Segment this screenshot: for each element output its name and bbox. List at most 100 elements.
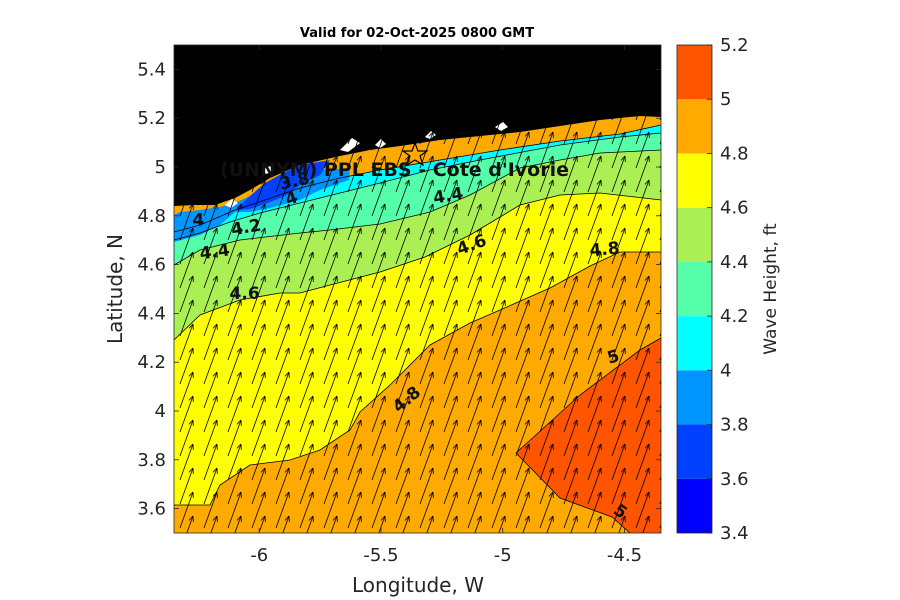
wave-arrow: [443, 299, 458, 337]
wave-arrow: [618, 515, 626, 533]
wave-arrow: [251, 83, 266, 121]
wave-arrow: [419, 395, 434, 433]
wave-arrow: [395, 107, 410, 145]
wave-arrow: [347, 371, 362, 409]
wave-arrow: [371, 443, 386, 481]
wave-arrow: [659, 356, 661, 361]
wave-arrow: [203, 131, 218, 169]
wave-arrow: [330, 515, 338, 533]
wave-arrow: [395, 323, 410, 361]
wave-arrow: [323, 395, 338, 433]
wave-arrow: [251, 203, 266, 241]
wave-arrow: [251, 443, 266, 481]
wave-arrow: [371, 107, 386, 145]
colorbar-segment: [677, 99, 712, 154]
wave-arrow: [539, 395, 554, 433]
y-tick-label: 5: [155, 157, 166, 178]
colorbar-frame: [676, 44, 713, 534]
contour-label: 4.6: [230, 284, 260, 304]
wave-arrow: [299, 179, 314, 217]
wave-arrow: [570, 515, 578, 533]
wave-arrow: [203, 155, 218, 193]
wave-arrow: [611, 251, 626, 289]
wave-arrow: [299, 347, 314, 385]
site-marker-star-icon: [401, 141, 429, 167]
wave-arrow: [635, 203, 650, 241]
wave-arrow: [587, 467, 602, 505]
wave-arrow: [347, 275, 362, 313]
wave-arrow: [371, 371, 386, 409]
wave-arrow: [210, 515, 218, 533]
wave-arrow: [203, 179, 218, 217]
wave-arrow: [419, 227, 434, 265]
wave-arrow: [467, 179, 482, 217]
wave-arrow: [539, 107, 554, 145]
wave-arrow: [347, 299, 362, 337]
wave-arrow: [371, 179, 386, 217]
wave-arrow: [563, 131, 578, 169]
wave-arrow: [635, 179, 650, 217]
wave-arrow: [347, 107, 362, 145]
wave-arrow: [539, 347, 554, 385]
wave-arrow: [467, 83, 482, 121]
y-axis: 3.6 3.8 4 4.2 4.4 4.6 4.8 5 5.2 5.4: [137, 59, 661, 520]
wave-arrow: [179, 395, 194, 433]
wave-arrow: [371, 59, 386, 97]
y-tick-label: 4.6: [137, 255, 166, 276]
wave-arrow: [347, 251, 362, 289]
colorbar-segment: [677, 370, 712, 425]
wave-arrow: [275, 467, 290, 505]
wave-arrow: [299, 275, 314, 313]
wave-arrow: [347, 83, 362, 121]
wave-arrow: [563, 251, 578, 289]
wave-arrow: [227, 491, 242, 529]
wave-arrow: [179, 59, 194, 97]
wave-arrow: [659, 116, 661, 121]
wave-arrow: [635, 491, 650, 529]
wave-arrow: [635, 107, 650, 145]
wave-arrow: [443, 83, 458, 121]
wave-arrow: [491, 203, 506, 241]
contour-label: 4.8: [589, 239, 621, 262]
wave-arrow: [660, 516, 673, 552]
wave-arrow: [659, 404, 661, 409]
wave-arrow: [467, 467, 482, 505]
wave-arrow: [611, 467, 626, 505]
wave-arrow: [515, 491, 530, 529]
wave-arrow: [395, 131, 410, 169]
colorbar-tick-label: 5.2: [720, 35, 749, 56]
wave-arrow: [323, 299, 338, 337]
wave-arrow: [587, 491, 602, 529]
wave-arrow: [467, 107, 482, 145]
wave-arrow: [491, 155, 506, 193]
wave-arrow: [395, 347, 410, 385]
wave-arrow: [587, 323, 602, 361]
wave-arrow: [179, 323, 194, 361]
wave-arrow: [251, 467, 266, 505]
wave-arrow: [587, 371, 602, 409]
wave-arrow: [659, 332, 661, 337]
wave-arrow: [642, 515, 650, 533]
wave-arrow: [251, 323, 266, 361]
wave-arrow: [491, 323, 506, 361]
wave-arrow: [371, 299, 386, 337]
wave-arrow: [443, 107, 458, 145]
wave-arrow: [635, 347, 650, 385]
wave-arrow: [491, 491, 506, 529]
y-tick-label: 4.2: [137, 352, 166, 373]
wave-arrow: [467, 347, 482, 385]
wave-arrow: [659, 380, 661, 385]
wave-arrow: [443, 179, 458, 217]
wave-arrow: [179, 467, 194, 505]
wave-arrow: [227, 299, 242, 337]
wave-arrow: [443, 251, 458, 289]
wave-arrow: [546, 515, 554, 533]
wave-arrow: [347, 395, 362, 433]
wave-arrow: [563, 275, 578, 313]
wave-arrow: [515, 443, 530, 481]
wave-arrow: [251, 179, 266, 217]
wave-arrow: [323, 155, 338, 193]
wave-arrow: [539, 323, 554, 361]
